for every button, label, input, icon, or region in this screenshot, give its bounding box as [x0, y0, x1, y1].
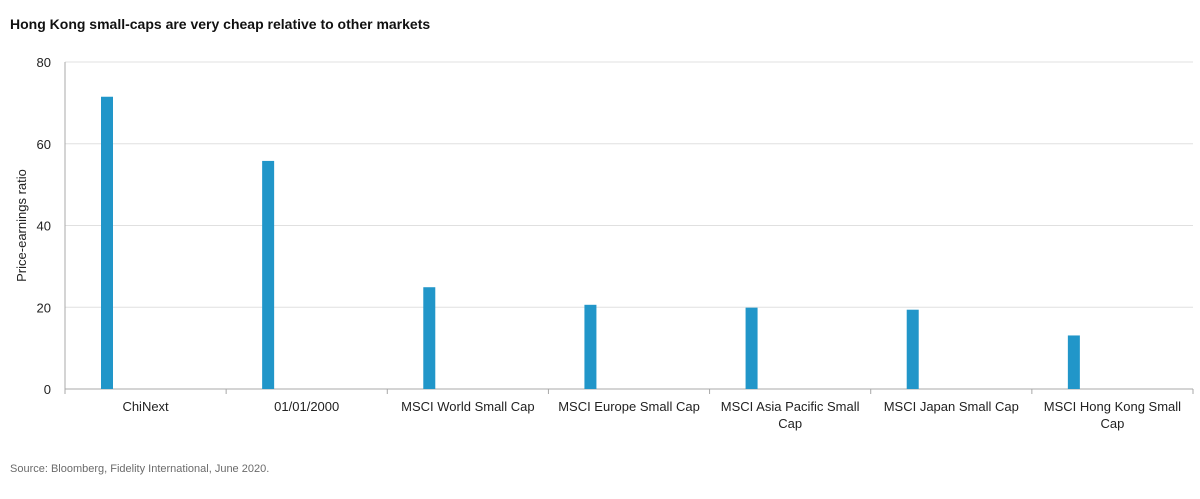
y-axis-label: Price-earnings ratio [14, 169, 29, 282]
y-tick-label: 80 [37, 55, 51, 70]
x-tick-label: MSCI Europe Small Cap [558, 399, 700, 414]
bar [423, 287, 436, 389]
chart-title: Hong Kong small-caps are very cheap rela… [10, 16, 431, 32]
y-tick-label: 20 [37, 300, 51, 315]
axis-labels: 0 20 40 60 80 ChiNext 01/01/2000 MSCI World Sma… [14, 55, 1181, 431]
x-tick-label: MSCI World Small Cap [401, 399, 534, 414]
x-tick-label: 01/01/2000 [274, 399, 339, 414]
gridlines [65, 61, 1193, 308]
bar [101, 96, 113, 390]
bar [1067, 335, 1080, 389]
bar [262, 160, 275, 389]
y-tick-label: 0 [44, 382, 51, 397]
x-tick-label: ChiNext [122, 399, 169, 414]
y-tick-label: 60 [37, 137, 51, 152]
x-tick-label: MSCI Asia Pacific Small Cap [721, 399, 860, 431]
x-tick-label: MSCI Japan Small Cap [884, 399, 1019, 414]
x-tick-label: MSCI Hong Kong Small Cap [1044, 399, 1181, 431]
bar [584, 304, 597, 389]
axes [64, 62, 1194, 394]
bar [745, 307, 758, 389]
bar [906, 309, 919, 389]
source-note: Source: Bloomberg, Fidelity Internationa… [10, 463, 270, 475]
bars [101, 96, 1080, 390]
y-tick-label: 40 [37, 219, 51, 234]
